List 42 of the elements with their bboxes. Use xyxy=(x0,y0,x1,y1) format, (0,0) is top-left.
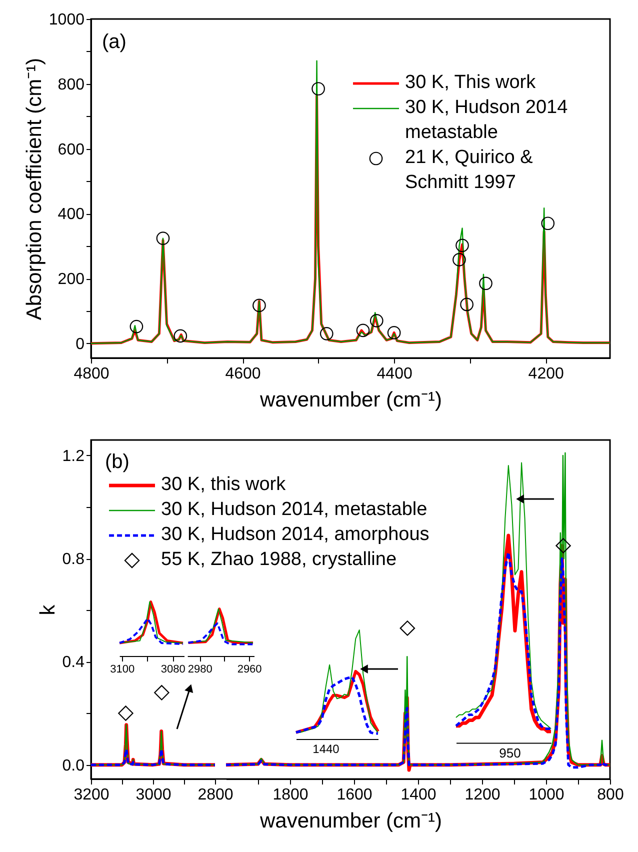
x-tick-label: 2800 xyxy=(198,786,234,804)
y-tick-label: 600 xyxy=(58,141,85,158)
x-axis-title: wavenumber (cm⁻¹) xyxy=(258,388,442,412)
legend-label: 30 K, This work xyxy=(405,72,536,93)
x-tick-label: 3000 xyxy=(136,786,172,804)
x-tick-label: 800 xyxy=(597,786,624,804)
legend-label: 30 K, Hudson 2014, metastable xyxy=(161,499,428,520)
x-tick-label: 3200 xyxy=(74,786,110,804)
y-tick-label: 0.4 xyxy=(62,654,85,672)
x-tick-label: 3080 xyxy=(160,664,186,676)
x-axis-title: wavenumber (cm⁻¹) xyxy=(258,810,442,832)
legend-label: 55 K, Zhao 1988, crystalline xyxy=(161,549,397,570)
y-tick-label: 800 xyxy=(58,76,85,94)
y-tick-label: 1000 xyxy=(48,12,85,28)
annotation: 1440 xyxy=(312,742,340,756)
y-tick-label: 400 xyxy=(58,206,85,224)
legend-label: 30 K, this work xyxy=(161,474,286,495)
annotation: (b) xyxy=(105,451,130,473)
x-tick-label: 3100 xyxy=(110,664,135,676)
y-tick-label: 0 xyxy=(76,336,85,353)
y-axis-title: Absorption coefficient (cm⁻¹) xyxy=(22,58,46,320)
x-tick-label: 4200 xyxy=(528,366,564,382)
legend-label: 30 K, Hudson 2014, amorphous xyxy=(161,524,430,545)
x-tick-label: 2980 xyxy=(188,664,212,676)
y-tick-label: 1.2 xyxy=(62,448,85,465)
x-tick-label: 4400 xyxy=(376,366,412,382)
x-tick-label: 1600 xyxy=(336,786,372,804)
y-tick-label: 0.8 xyxy=(62,551,85,568)
y-tick-label: 0.0 xyxy=(62,757,85,774)
x-tick-label: 4600 xyxy=(225,366,261,382)
x-tick-label: 1400 xyxy=(400,786,436,804)
x-tick-label: 1800 xyxy=(272,786,308,804)
legend-label: 30 K, Hudson 2014 metastable xyxy=(405,97,568,143)
annotation: (a) xyxy=(102,31,126,53)
x-tick-label: 1000 xyxy=(528,786,564,804)
y-axis-title: k xyxy=(36,604,60,616)
x-tick-label: 4800 xyxy=(74,366,110,382)
annotation: 950 xyxy=(499,746,521,761)
x-tick-label: 2960 xyxy=(237,664,262,676)
y-tick-label: 200 xyxy=(58,271,85,288)
x-tick-label: 1200 xyxy=(464,786,500,804)
legend-label: 21 K, Quirico & Schmitt 1997 xyxy=(405,147,534,193)
